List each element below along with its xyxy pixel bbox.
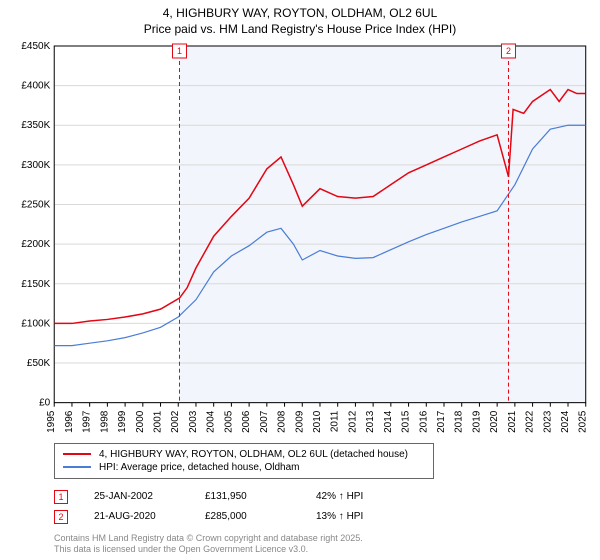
svg-text:2011: 2011 — [330, 410, 341, 432]
svg-text:2006: 2006 — [241, 410, 252, 433]
svg-text:2019: 2019 — [471, 410, 482, 433]
svg-text:2003: 2003 — [188, 410, 199, 433]
title-line1: 4, HIGHBURY WAY, ROYTON, OLDHAM, OL2 6UL — [8, 6, 592, 20]
svg-text:2: 2 — [506, 46, 511, 56]
svg-text:2025: 2025 — [578, 410, 589, 433]
marker-annotation-0: 1 25-JAN-2002 £131,950 42% ↑ HPI — [54, 487, 592, 507]
svg-text:1999: 1999 — [117, 410, 128, 433]
svg-text:2023: 2023 — [542, 410, 553, 433]
svg-text:2008: 2008 — [277, 410, 288, 433]
svg-text:£50K: £50K — [27, 358, 51, 369]
svg-text:£200K: £200K — [21, 239, 50, 250]
marker-date-1: 21-AUG-2020 — [94, 511, 179, 522]
svg-text:1997: 1997 — [82, 410, 93, 433]
marker-box-0: 1 — [54, 490, 68, 504]
svg-text:1996: 1996 — [64, 410, 75, 433]
legend-swatch-0 — [63, 453, 91, 455]
marker-delta-0: 42% ↑ HPI — [316, 491, 401, 502]
svg-text:£150K: £150K — [21, 279, 50, 290]
legend: 4, HIGHBURY WAY, ROYTON, OLDHAM, OL2 6UL… — [54, 443, 434, 479]
svg-text:1: 1 — [177, 46, 182, 56]
svg-text:£300K: £300K — [21, 160, 50, 171]
marker-date-0: 25-JAN-2002 — [94, 491, 179, 502]
title-block: 4, HIGHBURY WAY, ROYTON, OLDHAM, OL2 6UL… — [8, 6, 592, 36]
marker-price-0: £131,950 — [205, 491, 290, 502]
svg-text:2000: 2000 — [135, 410, 146, 433]
svg-text:1995: 1995 — [46, 410, 57, 433]
svg-text:£0: £0 — [39, 398, 51, 409]
chart-svg: £0 £50K £100K £150K £200K £250K £300K £350K £400… — [8, 40, 592, 437]
footer-line2: This data is licensed under the Open Gov… — [54, 544, 592, 556]
svg-text:2018: 2018 — [454, 410, 465, 433]
svg-text:2013: 2013 — [365, 410, 376, 433]
svg-text:2014: 2014 — [383, 410, 394, 433]
legend-row-1: HPI: Average price, detached house, Oldh… — [63, 461, 425, 474]
svg-text:2022: 2022 — [525, 410, 536, 433]
marker-price-1: £285,000 — [205, 511, 290, 522]
svg-text:£250K: £250K — [21, 200, 50, 211]
svg-text:£350K: £350K — [21, 120, 50, 131]
svg-text:£400K: £400K — [21, 81, 50, 92]
chart-area: £0 £50K £100K £150K £200K £250K £300K £350K £400… — [8, 40, 592, 437]
svg-text:£450K: £450K — [21, 41, 50, 52]
svg-text:1998: 1998 — [99, 410, 110, 433]
footer: Contains HM Land Registry data © Crown c… — [54, 533, 592, 556]
chart-container: 4, HIGHBURY WAY, ROYTON, OLDHAM, OL2 6UL… — [0, 0, 600, 560]
svg-text:£100K: £100K — [21, 318, 50, 329]
legend-label-0: 4, HIGHBURY WAY, ROYTON, OLDHAM, OL2 6UL… — [99, 449, 408, 460]
svg-text:2010: 2010 — [312, 410, 323, 433]
svg-text:2016: 2016 — [418, 410, 429, 433]
marker-delta-1: 13% ↑ HPI — [316, 511, 401, 522]
svg-text:2002: 2002 — [170, 410, 181, 433]
marker-box-1: 2 — [54, 510, 68, 524]
svg-text:2017: 2017 — [436, 410, 447, 433]
legend-label-1: HPI: Average price, detached house, Oldh… — [99, 462, 300, 473]
svg-text:2005: 2005 — [223, 410, 234, 433]
marker-annotation-1: 2 21-AUG-2020 £285,000 13% ↑ HPI — [54, 507, 592, 527]
svg-text:2020: 2020 — [489, 410, 500, 433]
svg-text:2015: 2015 — [401, 410, 412, 433]
svg-text:2009: 2009 — [294, 410, 305, 433]
svg-text:2012: 2012 — [347, 410, 358, 433]
title-line2: Price paid vs. HM Land Registry's House … — [8, 22, 592, 36]
footer-line1: Contains HM Land Registry data © Crown c… — [54, 533, 592, 545]
svg-text:2004: 2004 — [206, 410, 217, 433]
legend-swatch-1 — [63, 466, 91, 468]
svg-text:2007: 2007 — [259, 410, 270, 433]
svg-text:2001: 2001 — [153, 410, 164, 433]
marker-annotations: 1 25-JAN-2002 £131,950 42% ↑ HPI 2 21-AU… — [54, 487, 592, 527]
svg-text:2021: 2021 — [507, 410, 518, 433]
svg-text:2024: 2024 — [560, 410, 571, 433]
legend-row-0: 4, HIGHBURY WAY, ROYTON, OLDHAM, OL2 6UL… — [63, 448, 425, 461]
